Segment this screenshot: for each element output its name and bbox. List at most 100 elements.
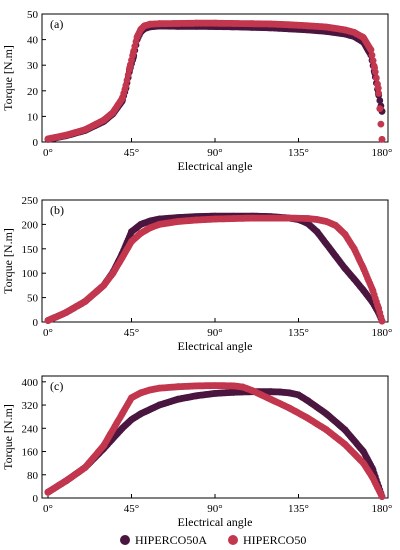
data-point bbox=[193, 382, 200, 390]
data-point bbox=[295, 391, 302, 399]
x-tick-label: 180° bbox=[372, 327, 393, 339]
series-hiperco50 bbox=[44, 214, 386, 325]
data-point bbox=[332, 222, 339, 229]
data-point bbox=[193, 392, 200, 400]
series-hiperco50 bbox=[44, 382, 386, 500]
data-point bbox=[133, 33, 141, 41]
data-point bbox=[373, 74, 380, 82]
data-point bbox=[44, 488, 52, 496]
data-point bbox=[128, 228, 135, 236]
x-tick-label: 180° bbox=[372, 147, 393, 159]
data-point bbox=[118, 95, 126, 102]
data-point bbox=[375, 90, 383, 97]
data-point bbox=[44, 317, 52, 324]
data-point bbox=[332, 252, 339, 260]
panels: 0 10 20 30 40 50 0° 45° 90° 135° 180° Electrical an… bbox=[1, 9, 392, 529]
y-axis-title: Torque [N.m] bbox=[1, 228, 15, 294]
legend-label-hiperco50a: HIPERCO50A bbox=[135, 533, 207, 547]
data-point bbox=[371, 64, 378, 72]
data-point bbox=[44, 135, 52, 143]
x-tick-label: 90° bbox=[207, 147, 222, 159]
data-point bbox=[350, 245, 358, 253]
data-point bbox=[267, 214, 275, 222]
x-tick-label: 135° bbox=[288, 147, 309, 159]
data-point bbox=[63, 308, 70, 316]
data-point bbox=[360, 459, 367, 467]
panel-label: (c) bbox=[50, 379, 63, 393]
y-tick-label: 200 bbox=[22, 219, 39, 231]
y-tick-label: 150 bbox=[22, 244, 39, 256]
data-point bbox=[267, 20, 275, 28]
x-tick-label: 180° bbox=[372, 503, 393, 515]
data-point bbox=[137, 410, 145, 418]
data-point bbox=[174, 395, 182, 403]
data-point bbox=[341, 26, 349, 34]
data-point bbox=[193, 216, 200, 224]
y-tick-label: 20 bbox=[27, 86, 39, 98]
data-point bbox=[230, 382, 238, 390]
data-point bbox=[267, 395, 275, 403]
x-axis-title: Electrical angle bbox=[178, 159, 253, 173]
data-point bbox=[137, 389, 145, 397]
series-hiperco50a bbox=[44, 388, 386, 500]
data-point bbox=[146, 386, 154, 394]
data-point bbox=[109, 109, 117, 116]
x-tick-label: 90° bbox=[207, 327, 222, 339]
data-point bbox=[258, 391, 265, 399]
chart-panel-3: 0 80 160 240 320 400 0° 45° 90° 135° 180° Electrica… bbox=[1, 375, 393, 529]
data-point bbox=[128, 238, 135, 245]
data-point bbox=[128, 416, 135, 423]
data-point bbox=[155, 401, 163, 409]
data-point bbox=[376, 105, 384, 113]
series-hiperco50a bbox=[44, 212, 386, 325]
y-tick-label: 30 bbox=[27, 60, 39, 72]
data-point bbox=[367, 46, 375, 54]
chart-panel-1: 0 10 20 30 40 50 0° 45° 90° 135° 180° Electrical an… bbox=[1, 9, 392, 173]
data-point bbox=[285, 404, 293, 412]
data-point bbox=[322, 426, 330, 434]
data-point bbox=[248, 214, 256, 222]
data-point bbox=[378, 136, 386, 143]
y-tick-label: 0 bbox=[33, 317, 39, 329]
y-tick-label: 240 bbox=[22, 423, 39, 435]
data-point bbox=[141, 22, 148, 30]
data-point bbox=[155, 384, 163, 392]
y-tick-label: 40 bbox=[27, 35, 39, 47]
data-point bbox=[304, 22, 312, 30]
panel-label: (a) bbox=[50, 17, 63, 31]
data-point bbox=[146, 224, 154, 232]
data-point bbox=[100, 116, 108, 124]
data-point bbox=[63, 477, 70, 484]
x-tick-label: 45° bbox=[124, 147, 139, 159]
data-point bbox=[230, 215, 238, 222]
panel-label: (b) bbox=[50, 203, 64, 217]
data-point bbox=[137, 221, 145, 228]
y-tick-label: 100 bbox=[22, 268, 39, 280]
data-point bbox=[81, 126, 89, 134]
y-tick-label: 50 bbox=[27, 9, 39, 21]
x-tick-label: 45° bbox=[124, 327, 139, 339]
data-point bbox=[211, 19, 219, 27]
data-point bbox=[313, 228, 321, 236]
data-point bbox=[118, 254, 126, 261]
data-point bbox=[341, 440, 349, 448]
y-tick-label: 160 bbox=[22, 447, 39, 459]
data-point bbox=[377, 120, 385, 128]
data-point bbox=[374, 84, 382, 92]
data-point bbox=[174, 20, 182, 27]
data-point bbox=[248, 387, 256, 394]
data-point bbox=[63, 131, 70, 139]
y-axis-title: Torque [N.m] bbox=[1, 404, 15, 470]
legend-label-hiperco50: HIPERCO50 bbox=[243, 533, 306, 547]
y-tick-label: 0 bbox=[33, 137, 39, 149]
data-point bbox=[155, 20, 163, 28]
data-point bbox=[146, 217, 154, 225]
data-point bbox=[81, 464, 89, 471]
data-point bbox=[211, 390, 219, 397]
data-point bbox=[211, 382, 219, 389]
x-tick-label: 0° bbox=[43, 327, 53, 339]
chart-panel-2: 0 50 100 150 200 250 0° 45° 90° 135° 180° Electrica… bbox=[1, 195, 392, 353]
data-point bbox=[123, 76, 131, 84]
x-tick-label: 90° bbox=[207, 503, 222, 515]
